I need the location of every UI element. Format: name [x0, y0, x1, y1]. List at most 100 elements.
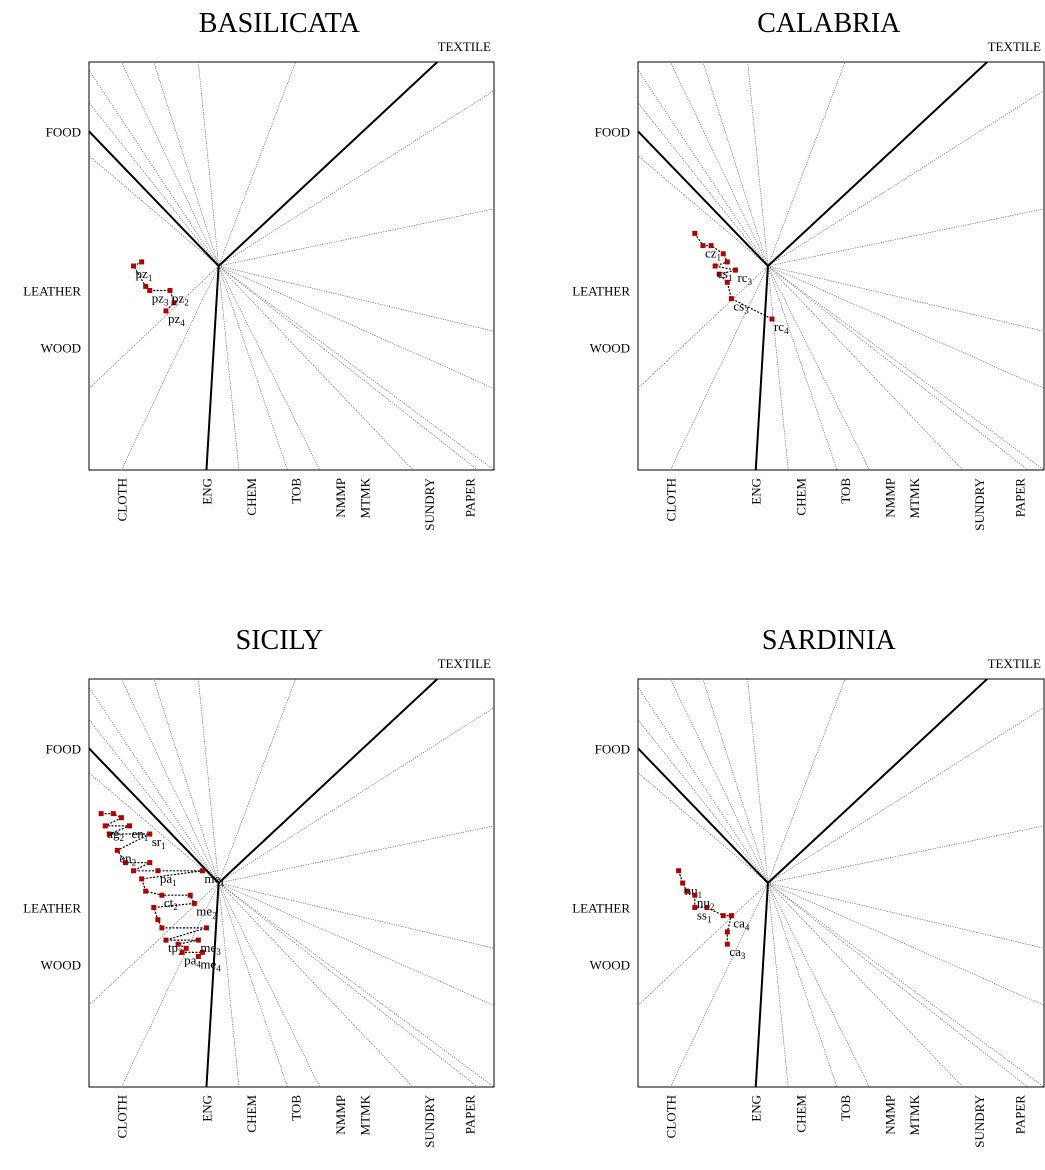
data-point-pz4: [163, 308, 169, 314]
data-point: [692, 230, 698, 236]
data-point: [171, 300, 177, 306]
axis-ray-3: [153, 62, 219, 267]
var-label-food: FOOD: [46, 124, 81, 139]
main-axis-1: [638, 747, 769, 884]
axis-ray-8: [767, 882, 1044, 949]
data-point-ag2: [102, 823, 108, 829]
point-label-ss1: ss1: [697, 907, 712, 924]
data-point: [716, 271, 722, 277]
data-point: [199, 949, 205, 955]
point-label-pz1: pz1: [136, 266, 153, 283]
data-point-pz2: [167, 287, 173, 293]
panel-basilicata: BASILICATA TEXTILE FOOD LEATHER WOOD CLOTH ENG…: [23, 8, 495, 531]
axis-ray-10: [218, 265, 494, 470]
axis-ray-4: [198, 62, 219, 267]
var-label-sundry: SUNDRY: [972, 1094, 987, 1147]
trajectory-line: [694, 233, 773, 320]
axis-ray-5: [218, 679, 296, 884]
axis-ray-19: [638, 102, 769, 267]
data-point-cs3: [728, 296, 734, 302]
axis-ray-16: [670, 882, 769, 1087]
data-point-en2: [114, 847, 120, 853]
data-point: [143, 283, 149, 289]
var-label-nmmp: NMMP: [883, 1095, 898, 1135]
axis-ray-1: [638, 686, 769, 884]
axis-ray-4: [747, 679, 769, 884]
point-label-me4: me4: [200, 956, 221, 973]
axis-ray-8: [218, 882, 494, 949]
var-label-textile: TEXTILE: [438, 39, 491, 54]
data-point: [98, 811, 104, 817]
axis-ray-12: [767, 882, 964, 1087]
axis-ray-17: [638, 882, 769, 1006]
point-label-ag2: ag2: [107, 826, 124, 843]
plot-frame: [637, 678, 1045, 1088]
main-axis-1: [89, 130, 220, 267]
data-point: [143, 888, 149, 894]
axis-ray-8: [218, 265, 494, 332]
var-label-wood: WOOD: [41, 341, 81, 356]
axis-ray-4: [747, 62, 769, 267]
var-label-leather: LEATHER: [572, 283, 630, 298]
var-label-wood: WOOD: [41, 958, 81, 973]
data-point: [147, 860, 153, 866]
data-point-pa4: [179, 949, 185, 955]
axis-ray-1: [89, 686, 219, 884]
axis-ray-19: [89, 102, 219, 267]
var-label-cloth: CLOTH: [663, 478, 678, 521]
data-point: [155, 917, 161, 923]
axis-ray-5: [767, 679, 846, 884]
axis-ray-17: [638, 265, 769, 389]
data-point: [122, 860, 128, 866]
main-axis-3: [754, 882, 769, 1087]
axis-rays: [89, 62, 494, 470]
data-point-en1: [127, 823, 132, 829]
main-axis-3: [205, 265, 220, 470]
var-label-nmmp: NMMP: [883, 478, 898, 518]
data-point-pa1: [155, 868, 161, 874]
point-label-cs3: cs3: [733, 299, 749, 316]
trajectory-line: [678, 870, 733, 945]
axis-ray-9: [218, 882, 494, 1006]
axis-ray-20: [89, 155, 219, 267]
data-point: [106, 831, 112, 837]
data-point: [704, 904, 710, 910]
data-point: [110, 811, 116, 817]
var-label-chem: CHEM: [244, 478, 259, 516]
axis-ray-2: [670, 679, 769, 884]
data-point-tp2: [163, 937, 169, 943]
axis-ray-10: [218, 882, 494, 1087]
axis-ray-19: [89, 719, 219, 884]
main-axis-1: [89, 747, 220, 884]
axis-ray-15: [767, 882, 789, 1087]
axis-ray-7: [767, 825, 1044, 884]
var-label-nmmp: NMMP: [333, 1095, 348, 1135]
panel-title: CALABRIA: [757, 8, 901, 39]
var-label-wood: WOOD: [590, 341, 630, 356]
data-point-me4: [195, 953, 201, 959]
data-point-nu1: [680, 880, 686, 886]
var-label-cloth: CLOTH: [114, 1095, 129, 1138]
point-label-pa4: pa4: [184, 952, 201, 969]
var-label-food: FOOD: [46, 741, 81, 756]
panel-sicily: SICILY TEXTILE FOOD LEATHER WOOD CLOTH ENG CHEM…: [23, 625, 495, 1148]
main-axis-3: [754, 265, 769, 470]
panel-title: SARDINIA: [762, 625, 897, 656]
var-label-leather: LEATHER: [23, 283, 81, 298]
var-label-chem: CHEM: [244, 1095, 259, 1133]
axis-ray-20: [638, 155, 769, 267]
axis-ray-16: [121, 882, 219, 1087]
axis-ray-2: [121, 679, 219, 884]
data-point-ct2: [159, 892, 165, 898]
plot-frame: [88, 678, 495, 1088]
axis-ray-4: [198, 679, 219, 884]
axis-ray-14: [218, 265, 288, 470]
var-label-paper: PAPER: [1013, 1095, 1028, 1135]
point-label-rc4: rc4: [774, 319, 789, 336]
data-point: [676, 868, 682, 874]
point-label-rc3: rc3: [737, 270, 752, 287]
axis-ray-7: [767, 208, 1044, 267]
axis-ray-13: [767, 882, 870, 1087]
var-label-mtmk: MTMK: [357, 477, 372, 518]
